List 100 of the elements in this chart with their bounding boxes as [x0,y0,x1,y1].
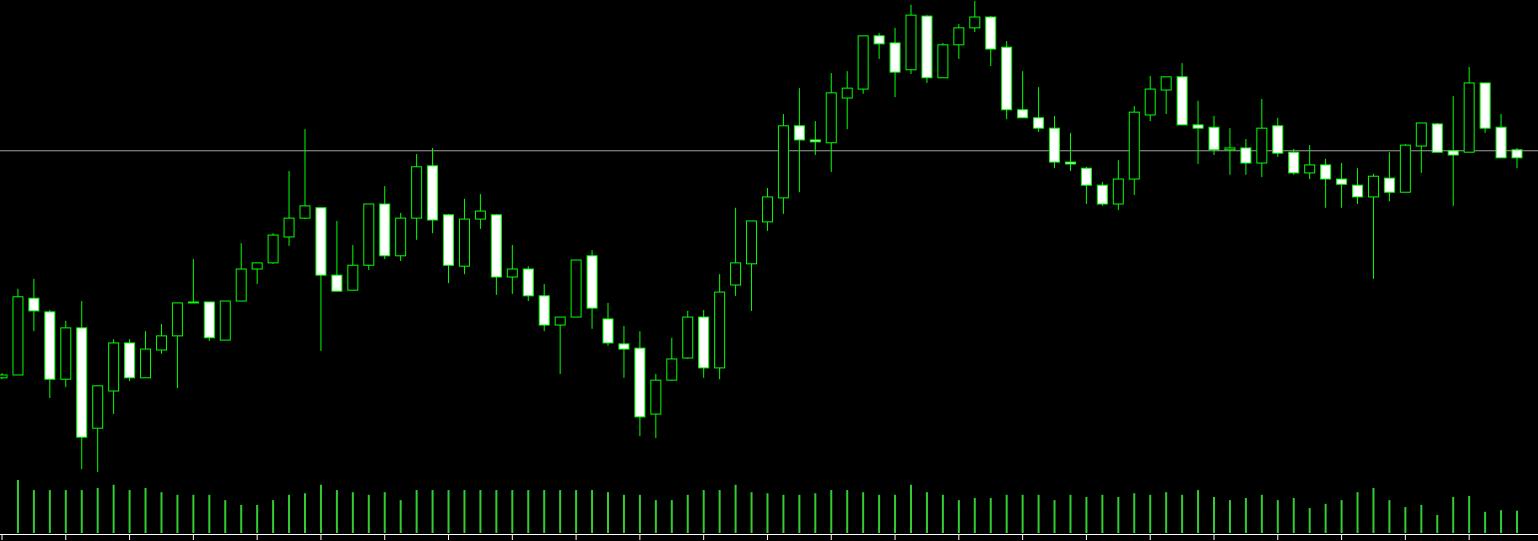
bar [1037,494,1040,533]
bar [910,484,912,533]
bar [1308,508,1311,533]
bar [670,500,673,533]
bar [1340,500,1343,533]
bar [272,500,275,533]
bar [638,494,641,533]
bar [1324,503,1327,533]
bar [543,490,546,533]
bar [814,493,817,533]
bar [319,484,322,533]
candlestick [1096,181,1108,207]
bar [1117,496,1120,533]
bar [511,490,514,533]
bar [878,494,881,533]
bar [304,493,306,533]
bar [1388,500,1391,533]
bar [1452,496,1455,533]
bar [399,500,402,533]
candlestick [841,70,853,130]
bar [1436,514,1439,533]
bar [766,493,769,533]
candlestick [1415,122,1427,174]
candlestick [1288,148,1300,176]
candlestick [554,316,566,375]
candlestick [1033,86,1045,133]
candlestick [506,244,518,295]
bar [1021,494,1024,533]
bar [734,484,737,533]
bar [240,504,243,533]
candlestick [1064,132,1076,172]
candlestick [283,170,295,247]
bar [1420,504,1423,533]
bar [830,490,833,533]
bar [1372,487,1375,533]
bar [112,484,115,533]
candlestick [1447,95,1459,207]
candlestick [28,278,40,332]
bar [846,490,849,533]
candlestick [1224,127,1236,176]
bar [224,500,227,533]
bar [160,492,163,533]
bar [1260,494,1263,533]
bar [1244,498,1247,533]
candlestick [187,258,199,304]
candlestick [1208,115,1220,156]
bar [144,487,147,533]
candlestick [1304,144,1316,180]
bar [351,492,354,533]
bar [559,490,562,533]
bar [48,490,51,533]
bar [1101,494,1104,533]
bar [256,504,259,533]
candlestick [1192,100,1204,165]
bar [1484,511,1487,533]
bar [495,490,498,533]
bar [1500,510,1503,533]
bar [862,492,865,533]
bar [1213,496,1215,533]
candlestick [1017,70,1029,119]
candlestick [299,128,311,220]
candlestick [953,23,965,60]
bar [96,487,99,533]
bar [16,480,19,533]
bar [128,490,131,533]
bar [383,492,386,533]
bar [1005,494,1008,533]
candlestick [809,120,821,156]
bar [718,490,721,533]
bar [1404,507,1407,533]
bar [447,490,450,533]
bar [463,490,466,533]
candlestick [1080,166,1092,205]
candlestick [793,87,805,193]
bar [654,500,657,533]
bar [973,498,976,533]
bar [1228,500,1231,533]
bar [1276,500,1279,533]
candlestick [1320,158,1332,209]
bar [1133,493,1136,533]
bar [367,494,370,533]
bar [1197,490,1200,533]
bar [989,498,992,533]
bar [750,492,753,533]
bar [607,492,609,533]
bar [1516,510,1518,533]
candlestick [1352,167,1364,205]
candlestick [331,220,343,292]
candlestick [1336,162,1348,209]
candlestick [474,193,486,230]
candlestick [251,262,263,285]
bar [208,494,211,533]
candlestick [155,323,167,355]
bar [686,494,689,533]
bar [702,490,705,533]
bar [798,494,801,533]
candlestick [730,207,742,297]
bar [1468,495,1471,533]
bar [64,490,67,533]
bar [288,494,291,533]
